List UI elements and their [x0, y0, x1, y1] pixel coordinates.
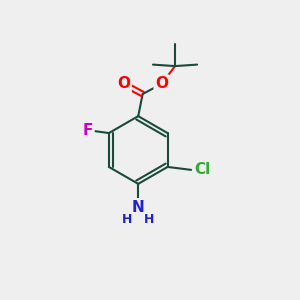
Text: H: H: [144, 213, 154, 226]
Text: F: F: [82, 123, 93, 138]
Text: H: H: [122, 213, 132, 226]
Text: N: N: [132, 200, 145, 215]
Text: O: O: [155, 76, 168, 91]
Text: Cl: Cl: [194, 162, 210, 177]
Text: O: O: [117, 76, 130, 91]
